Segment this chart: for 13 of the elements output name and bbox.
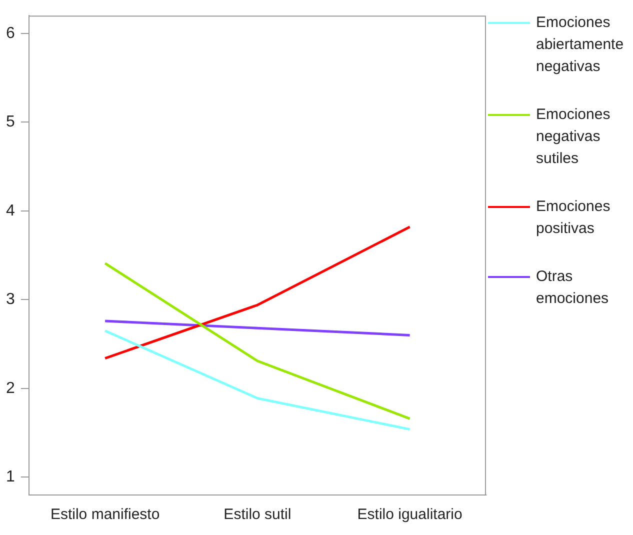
x-tick-label: Estilo manifiesto <box>50 506 160 524</box>
y-tick-label: 4 <box>6 202 15 220</box>
y-tick-label: 2 <box>6 380 15 397</box>
legend-label: Otras emociones <box>536 267 610 309</box>
legend-label: Emociones positivas <box>536 197 612 239</box>
x-tick-label: Estilo igualitario <box>357 506 462 524</box>
y-tick-label: 5 <box>6 114 15 131</box>
y-tick-label: 1 <box>6 468 15 486</box>
legend-label: Emociones negativas sutiles <box>536 105 612 169</box>
y-tick-label: 6 <box>6 24 15 42</box>
x-tick-label: Estilo sutil <box>224 506 292 524</box>
y-tick-label: 3 <box>6 291 15 308</box>
legend-label: Emociones abiertamente negativas <box>536 13 625 77</box>
